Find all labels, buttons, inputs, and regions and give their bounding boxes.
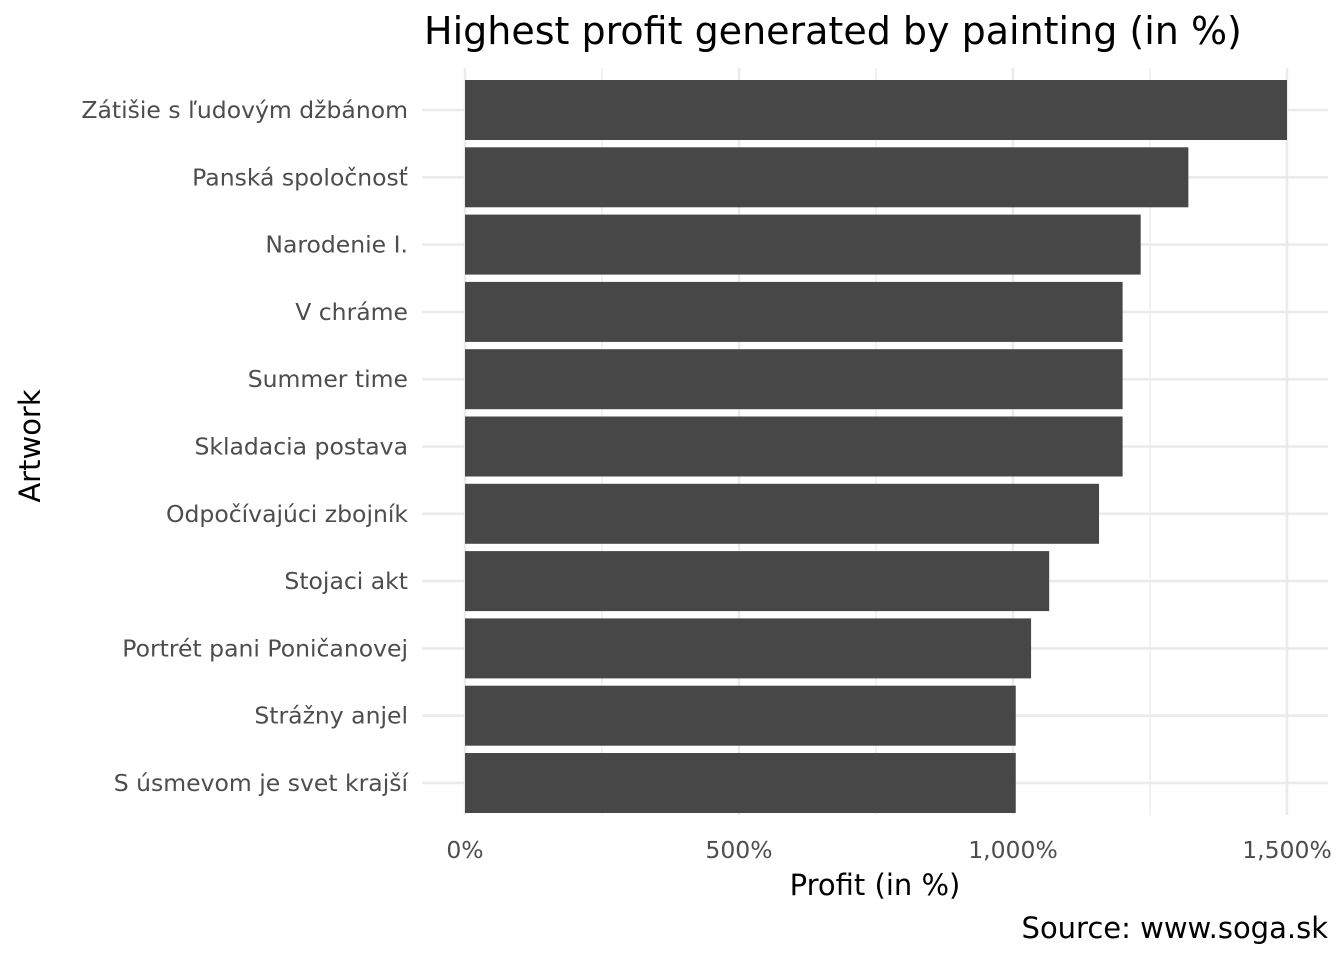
bar: [465, 147, 1189, 208]
bar: [465, 281, 1123, 342]
bar: [465, 618, 1032, 679]
y-tick-label: Zátišie s ľudovým džbánom: [81, 96, 408, 124]
y-tick-label: Stojaci akt: [284, 567, 408, 595]
y-tick-label: Panská spoločnosť: [192, 163, 408, 191]
bar: [465, 551, 1050, 612]
y-tick-label: Narodenie I.: [265, 231, 408, 259]
y-tick-label: V chráme: [295, 298, 408, 326]
bar: [465, 349, 1123, 410]
x-tick-label: 0%: [446, 836, 483, 864]
bars: [465, 80, 1287, 813]
bar: [465, 685, 1016, 746]
y-tick-label: Summer time: [248, 365, 408, 393]
bar: [465, 483, 1100, 544]
y-tick-label: Skladacia postava: [194, 433, 408, 461]
bar: [465, 80, 1287, 140]
y-tick-label: Portrét pani Poničanovej: [122, 634, 408, 662]
y-tick-label: Odpočívajúci zbojník: [166, 500, 408, 528]
x-tick-label: 500%: [705, 836, 772, 864]
y-axis-title: Artwork: [13, 389, 47, 503]
x-tick-labels: 0% 500% 1,000% 1,500%: [446, 836, 1331, 864]
bar: [465, 416, 1123, 477]
y-tick-labels: Zátišie s ľudovým džbánom Panská spoločno…: [81, 96, 409, 797]
chart-title: Highest profit generated by painting (in…: [424, 9, 1242, 53]
x-axis-title: Profit (in %): [790, 868, 961, 902]
source-caption: Source: www.soga.sk: [1022, 911, 1329, 945]
bar: [465, 214, 1141, 275]
y-tick-label: Strážny anjel: [254, 702, 408, 730]
x-tick-label: 1,000%: [968, 836, 1058, 864]
bar: [465, 753, 1016, 813]
x-tick-label: 1,500%: [1242, 836, 1332, 864]
y-tick-label: S úsmevom je svet krajší: [114, 769, 410, 797]
